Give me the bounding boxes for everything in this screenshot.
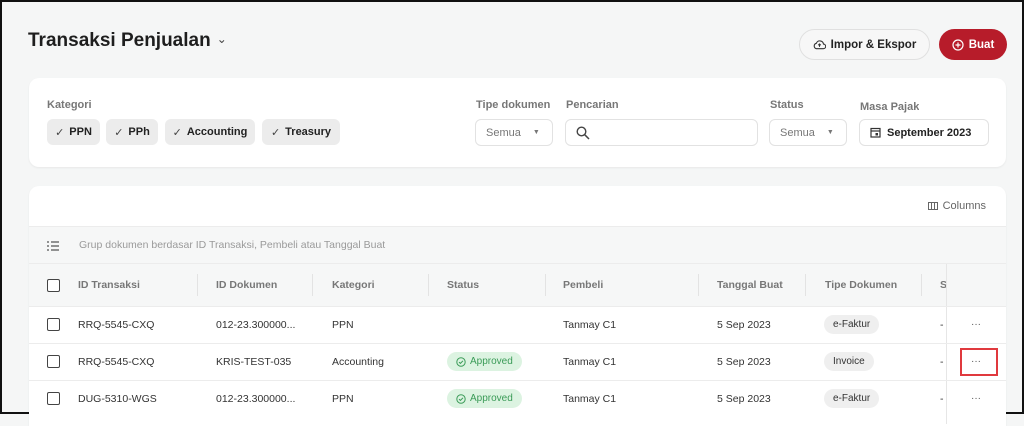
- group-hint: Grup dokumen berdasar ID Transaksi, Pemb…: [79, 239, 386, 251]
- cloud-upload-icon: [813, 40, 826, 50]
- chip-ppn[interactable]: ✓ PPN: [47, 119, 100, 145]
- columns-button[interactable]: Columns: [927, 200, 986, 212]
- cell-kategori: PPN: [332, 392, 354, 405]
- cell-tanggal-buat: 5 Sep 2023: [717, 355, 771, 368]
- column-divider[interactable]: [921, 274, 922, 296]
- more-actions-icon[interactable]: ···: [971, 319, 981, 330]
- check-icon: ✓: [270, 126, 281, 139]
- caret-down-icon: ▼: [532, 129, 540, 136]
- chip-label: PPN: [69, 126, 92, 138]
- more-actions-icon[interactable]: ···: [971, 393, 981, 404]
- search-input[interactable]: [565, 119, 758, 146]
- cell-tanggal-buat: 5 Sep 2023: [717, 318, 771, 331]
- header-pembeli[interactable]: Pembeli: [563, 279, 604, 291]
- sticky-column-divider: [946, 264, 947, 424]
- doc-type-badge: Invoice: [824, 352, 874, 371]
- check-icon: ✓: [172, 126, 182, 139]
- calendar-icon: [870, 127, 881, 138]
- header-tanggal-buat[interactable]: Tanggal Buat: [717, 279, 783, 291]
- status-label: Status: [770, 99, 804, 111]
- cell-kategori: Accounting: [332, 355, 384, 368]
- table-header: [29, 264, 1006, 306]
- header-id-transaksi[interactable]: ID Transaksi: [78, 279, 140, 291]
- page-title: Transaksi Penjualan: [28, 30, 211, 51]
- chip-label: PPh: [128, 126, 150, 138]
- columns-icon: [927, 202, 938, 210]
- header-kategori[interactable]: Kategori: [332, 279, 375, 291]
- table-row[interactable]: [29, 380, 1006, 417]
- tipe-dokumen-select[interactable]: Semua ▼: [475, 119, 553, 146]
- import-export-button[interactable]: Impor & Ekspor: [799, 29, 930, 60]
- row-checkbox[interactable]: [47, 392, 60, 405]
- masa-pajak-label: Masa Pajak: [860, 101, 920, 113]
- status-select[interactable]: Semua ▼: [769, 119, 847, 146]
- highlight-box: [960, 348, 998, 376]
- columns-label: Columns: [942, 200, 986, 212]
- masa-pajak-value: September 2023: [887, 126, 972, 139]
- header-id-dokumen[interactable]: ID Dokumen: [216, 279, 278, 291]
- table-row[interactable]: [29, 343, 1006, 380]
- status-badge: Approved: [447, 389, 522, 408]
- check-icon: ✓: [114, 126, 124, 139]
- table-row[interactable]: [29, 306, 1006, 343]
- cell-kategori: PPN: [332, 318, 354, 331]
- header-status[interactable]: Status: [447, 279, 480, 291]
- column-divider[interactable]: [428, 274, 429, 296]
- chip-label: Treasury: [285, 126, 332, 138]
- row-checkbox[interactable]: [47, 318, 60, 331]
- kategori-label: Kategori: [47, 99, 92, 111]
- cell-id-dokumen: 012-23.300000...: [216, 392, 296, 405]
- create-label: Buat: [968, 38, 995, 51]
- title-dropdown-chevron-icon[interactable]: ⌄: [216, 32, 227, 46]
- search-icon: [576, 125, 590, 140]
- chip-accounting[interactable]: ✓ Accounting: [165, 119, 255, 145]
- cell-id-dokumen: KRIS-TEST-035: [216, 355, 292, 368]
- column-divider[interactable]: [197, 274, 198, 296]
- tipe-dokumen-value: Semua: [486, 126, 521, 139]
- check-circle-icon: [456, 356, 466, 367]
- plus-circle-icon: [952, 38, 964, 51]
- column-divider[interactable]: [698, 274, 699, 296]
- more-actions-icon[interactable]: ···: [971, 356, 981, 367]
- cell-id-transaksi[interactable]: RRQ-5545-CXQ: [78, 318, 155, 331]
- check-circle-icon: [456, 393, 466, 404]
- header-truncated[interactable]: S: [940, 279, 946, 291]
- doc-type-badge: e-Faktur: [824, 389, 880, 408]
- search-label: Pencarian: [566, 99, 619, 111]
- page-title-group: Transaksi Penjualan ⌄: [28, 30, 227, 52]
- tipe-dokumen-label: Tipe dokumen: [476, 99, 551, 111]
- cell-tanggal-buat: 5 Sep 2023: [717, 392, 771, 405]
- cell-truncated: -: [940, 392, 944, 405]
- chip-treasury[interactable]: ✓ Treasury: [262, 119, 340, 145]
- doc-type-badge: e-Faktur: [824, 315, 880, 334]
- import-export-label: Impor & Ekspor: [830, 38, 917, 51]
- group-list-icon: [47, 238, 61, 251]
- chip-label: Accounting: [186, 126, 248, 138]
- cell-truncated: -: [940, 318, 944, 331]
- create-button[interactable]: Buat: [939, 29, 1007, 60]
- cell-id-transaksi[interactable]: DUG-5310-WGS: [78, 392, 157, 405]
- masa-pajak-picker[interactable]: September 2023: [859, 119, 989, 146]
- actions-header: [947, 264, 1006, 306]
- column-divider[interactable]: [312, 274, 313, 296]
- group-bar[interactable]: [29, 226, 1006, 264]
- column-divider[interactable]: [805, 274, 806, 296]
- cell-id-dokumen: 012-23.300000...: [216, 318, 296, 331]
- check-icon: ✓: [55, 126, 65, 139]
- chip-pph[interactable]: ✓ PPh: [106, 119, 158, 145]
- cell-id-transaksi[interactable]: RRQ-5545-CXQ: [78, 355, 155, 368]
- caret-down-icon: ▼: [826, 129, 834, 136]
- column-divider[interactable]: [545, 274, 546, 296]
- status-value: Semua: [780, 126, 815, 139]
- status-text: Approved: [470, 393, 513, 404]
- cell-pembeli: Tanmay C1: [563, 318, 617, 331]
- status-badge: Approved: [447, 352, 522, 371]
- select-all-checkbox[interactable]: [47, 278, 60, 292]
- row-checkbox[interactable]: [47, 355, 60, 368]
- cell-truncated: -: [940, 355, 944, 368]
- status-text: Approved: [470, 356, 513, 367]
- header-tipe-dokumen[interactable]: Tipe Dokumen: [825, 279, 898, 291]
- cell-pembeli: Tanmay C1: [563, 392, 617, 405]
- cell-pembeli: Tanmay C1: [563, 355, 617, 368]
